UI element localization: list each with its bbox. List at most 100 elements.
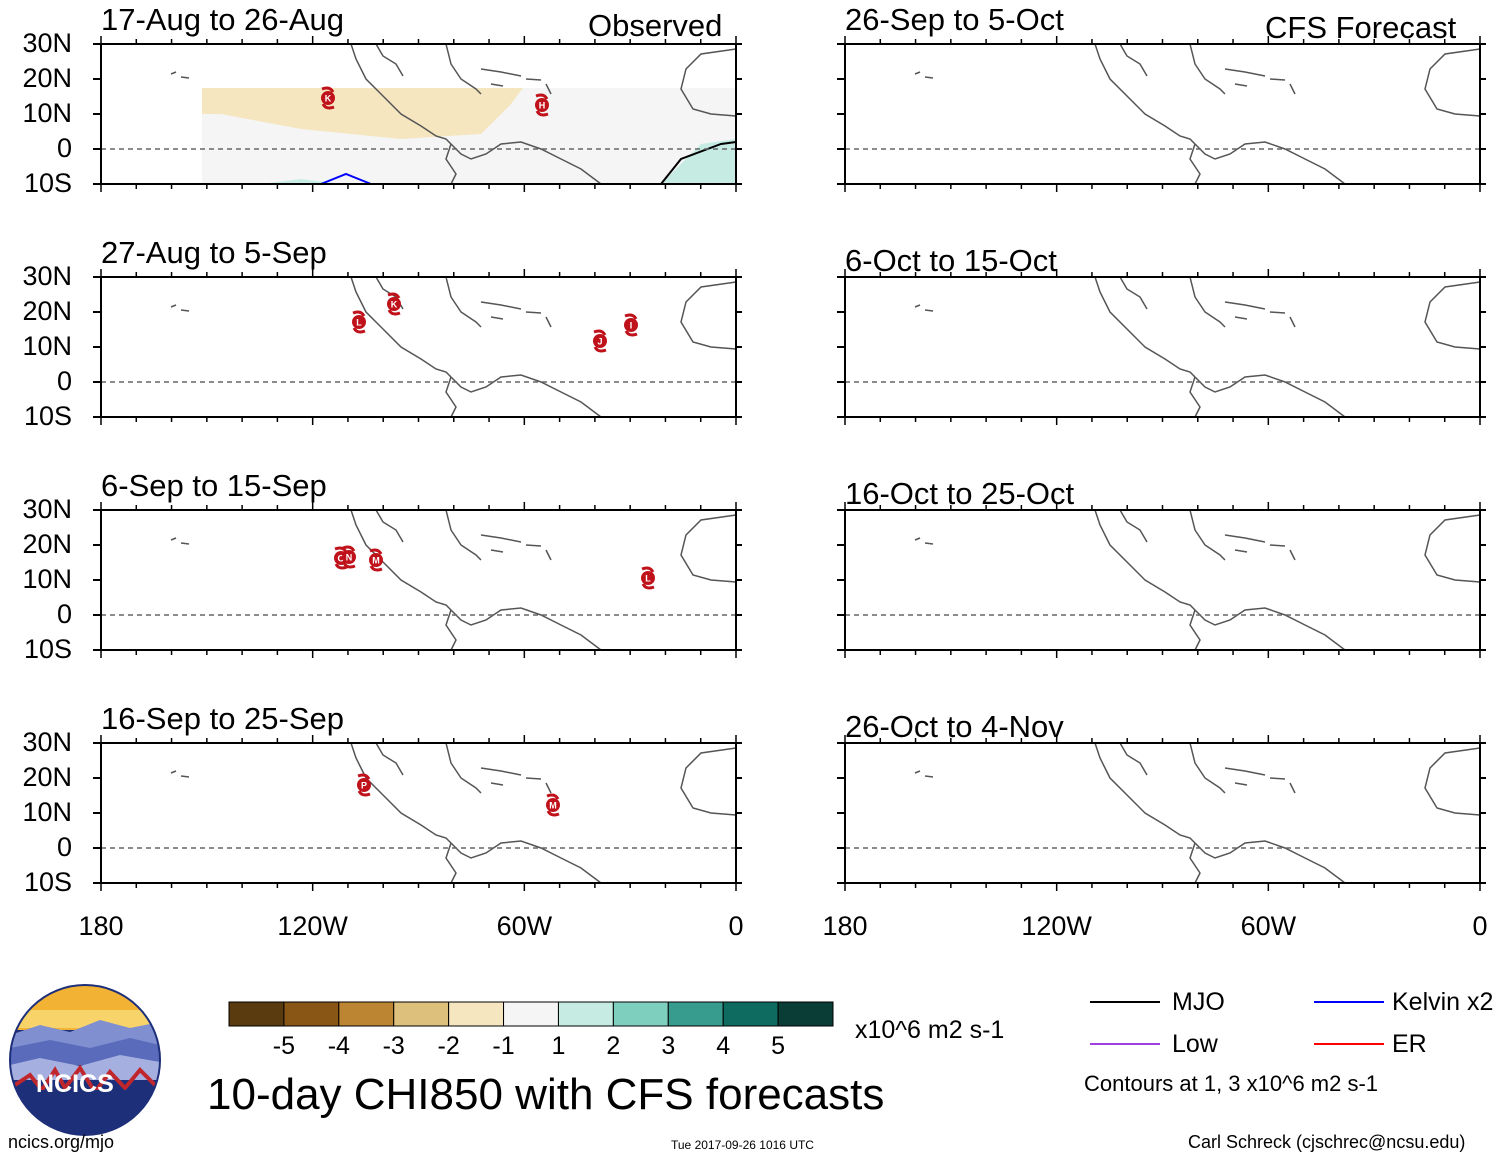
colorbar-tick-label: -2 [437,1032,460,1060]
storm-marker-j: J [593,329,607,353]
storm-marker-l: L [641,566,655,590]
colorbar-swatch [448,1001,505,1027]
storm-marker-l: L [352,310,366,334]
colorbar-swatch [777,1001,834,1027]
panel-frame-observed-4 [93,735,742,891]
storm-marker-m: M [369,548,383,572]
y-axis-tick-label: 0 [56,366,72,396]
y-axis-tick-label: 10N [22,98,72,128]
x-axis-tick-label: 0 [728,911,744,941]
colorbar-tick-label: 1 [551,1032,566,1060]
forecast-panel-4-map [845,743,1480,883]
storm-marker-k: K [387,292,401,316]
mjo-contour [980,44,1005,184]
chart-title: 10-day CHI850 with CFS forecasts [207,1070,885,1119]
er-contour-2 [1030,177,1065,184]
legend-label-mjo: MJO [1172,988,1225,1016]
y-axis-tick-label: 30N [22,727,72,757]
observed-panel-2-map [101,277,736,417]
colorbar-swatch [228,1001,285,1027]
observed-panel-4-title: 16-Sep to 25-Sep [101,701,345,736]
panel-frame-forecast-2 [837,269,1486,425]
er-contour [1095,317,1160,374]
y-axis-tick-label: 10S [23,634,72,664]
legend-label-kelvin: Kelvin x2 [1392,988,1494,1016]
y-axis-tick-label: 10N [22,797,72,827]
colorbar [228,1001,834,1027]
colorbar-tick-label: 3 [661,1032,676,1060]
storm-marker-i: I [624,313,638,337]
colorbar-swatch [503,1001,559,1027]
mjo-contour-2 [326,743,361,883]
y-axis-tick-label: 0 [56,832,72,862]
forecast-panel-1-title: 26-Sep to 5-Oct [845,2,1064,37]
colorbar-tick-label: -3 [382,1032,405,1060]
svg-text:M: M [372,556,380,566]
mjo-contour [1465,560,1477,610]
observed-panel-2-title: 27-Aug to 5-Sep [101,235,327,270]
forecast-panel-3-map [845,510,1480,650]
svg-text:O: O [337,554,344,564]
y-axis-tick-label: 30N [22,261,72,291]
observed-panel-3-title: 6-Sep to 15-Sep [101,468,327,503]
x-axis-tick-label: 60W [496,911,553,941]
storm-marker-k: K [321,86,335,110]
y-axis-tick-label: 0 [56,599,72,629]
forecast-header: CFS Forecast [1265,10,1457,45]
colorbar-tick-label: 2 [606,1032,621,1060]
storm-marker-n: N [342,545,356,569]
x-axis-tick-label: 120W [277,911,348,941]
svg-text:M: M [549,801,557,811]
er-contour [1145,74,1210,169]
y-axis-tick-label: 10S [23,401,72,431]
legend-note: Contours at 1, 3 x10^6 m2 s-1 [1084,1071,1379,1096]
panel-frame-forecast-4 [837,735,1486,891]
panel-frame-forecast-1 [837,36,1486,192]
mjo-contour [101,835,301,883]
y-axis-tick-label: 0 [56,133,72,163]
panel-frame-observed-3 [93,502,742,658]
y-axis-tick-label: 30N [22,28,72,58]
y-axis-tick-label: 10N [22,331,72,361]
panel-frame-observed-1 [93,36,742,192]
footer-url[interactable]: ncics.org/mjo [8,1132,115,1152]
logo-text: NCICS [36,1070,114,1098]
colorbar-swatch [283,1001,340,1027]
colorbar-swatch [393,1001,450,1027]
y-axis-tick-label: 30N [22,494,72,524]
storm-marker-p: P [357,773,371,797]
y-axis-tick-label: 20N [22,762,72,792]
svg-text:J: J [597,337,602,347]
svg-text:K: K [325,94,332,104]
observed-panel-1-map [202,88,737,185]
ncics-logo[interactable] [9,984,161,1136]
legend-label-er: ER [1392,1030,1427,1058]
svg-text:L: L [356,318,362,328]
storm-marker-h: H [535,93,549,117]
colorbar-swatch [338,1001,395,1027]
colorbar-swatch [722,1001,779,1027]
x-axis-tick-label: 180 [822,911,868,941]
mjo-contour [660,141,737,185]
colorbar-tick-label: 4 [716,1032,731,1060]
y-axis-tick-label: 10S [23,867,72,897]
svg-text:H: H [539,101,546,111]
footer-timestamp: Tue 2017-09-26 1016 UTC [671,1138,814,1152]
colorbar-tick-label: 5 [771,1032,786,1060]
colorbar-swatch [612,1001,669,1027]
colorbar-tick-label: -4 [327,1032,350,1060]
legend-label-low: Low [1172,1030,1218,1058]
forecast-panel-3-title: 16-Oct to 25-Oct [845,476,1075,511]
forecast-panel-2-map [845,277,1480,417]
shade-neg1 [202,88,523,139]
er-contour [1015,555,1080,618]
x-axis-tick-label: 180 [78,911,124,941]
panel-frame-observed-2 [93,269,742,425]
kelvin-contour [101,384,136,417]
forecast-panel-2-title: 6-Oct to 15-Oct [845,243,1057,278]
svg-text:N: N [346,553,353,563]
svg-text:P: P [361,781,367,791]
observed-panel-3-map [101,510,736,650]
y-axis-tick-label: 20N [22,296,72,326]
y-axis-tick-label: 10S [23,168,72,198]
